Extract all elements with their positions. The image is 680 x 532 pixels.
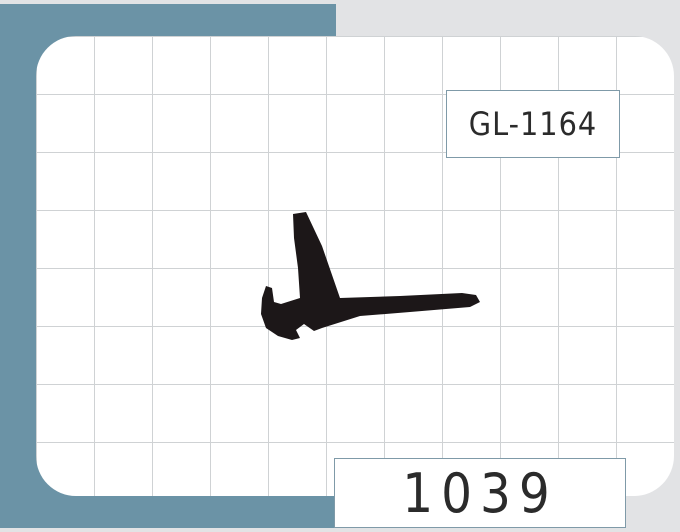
product-number-label: 1039 xyxy=(334,458,626,528)
product-code-label: GL-1164 xyxy=(446,90,620,158)
seal-profile-shape xyxy=(261,212,480,340)
